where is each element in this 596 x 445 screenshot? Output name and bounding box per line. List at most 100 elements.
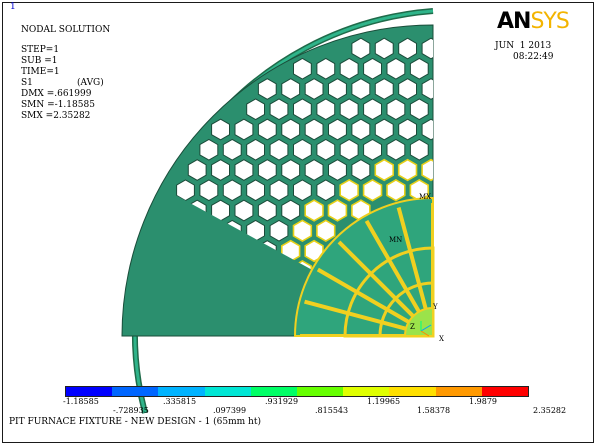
honeycomb-hole	[421, 37, 433, 60]
min-marker-label: MN	[389, 236, 402, 244]
honeycomb-hole	[339, 178, 359, 202]
honeycomb-hole	[199, 138, 219, 161]
legend-label-bottom-3: .815543	[315, 406, 349, 415]
honeycomb-hole	[211, 118, 230, 141]
honeycomb-hole	[222, 138, 242, 161]
honeycomb-hole	[304, 159, 324, 181]
honeycomb-hole	[351, 159, 371, 181]
logo-part-2: SYS	[530, 9, 569, 34]
honeycomb-hole	[409, 57, 429, 80]
time-label: TIME=1	[21, 67, 60, 77]
honeycomb-hole	[269, 179, 289, 202]
honeycomb-hole	[257, 159, 277, 181]
honeycomb-hole	[398, 37, 417, 60]
smx-label: SMX =2.35282	[21, 111, 91, 121]
date-label: JUN 1 2013	[495, 41, 552, 51]
time-of-day-label: 08:22:49	[513, 52, 554, 62]
honeycomb-hole	[269, 219, 289, 242]
honeycomb-hole	[316, 98, 336, 121]
fe-model-plot[interactable]: Y Z X MX MN	[3, 3, 593, 442]
honeycomb-hole	[176, 179, 195, 202]
honeycomb-hole	[304, 199, 324, 222]
honeycomb-hole	[257, 199, 277, 222]
honeycomb-hole	[328, 78, 347, 100]
axis-z-label: Z	[410, 323, 415, 331]
legend-cell-6	[297, 387, 344, 396]
honeycomb-hole	[351, 37, 371, 60]
honeycomb-hole	[374, 118, 394, 141]
legend-label-bottom-5: 2.35282	[533, 406, 567, 415]
legend-cell-3	[158, 387, 205, 396]
honeycomb-hole	[339, 138, 359, 161]
dmx-label: DMX =.661999	[21, 89, 92, 99]
honeycomb-hole	[304, 118, 324, 141]
honeycomb-hole	[234, 159, 254, 181]
honeycomb-hole	[281, 199, 301, 222]
honeycomb-hole	[328, 118, 347, 141]
legend-cell-4	[204, 387, 251, 396]
quantity-label: S1	[21, 78, 33, 88]
honeycomb-hole	[374, 37, 394, 60]
legend-label-top-1: -1.18585	[63, 397, 99, 406]
sub-label: SUB =1	[21, 56, 58, 66]
honeycomb-hole	[386, 98, 406, 121]
honeycomb-hole	[339, 57, 359, 80]
avg-label: (AVG)	[77, 78, 104, 88]
step-label: STEP=1	[21, 45, 60, 55]
honeycomb-hole	[374, 158, 395, 182]
honeycomb-hole	[304, 78, 324, 100]
honeycomb-hole	[281, 159, 301, 181]
honeycomb-hole	[398, 118, 417, 141]
legend-cell-9	[435, 387, 482, 396]
honeycomb-hole	[293, 57, 312, 80]
contour-legend-bar	[65, 386, 529, 397]
legend-label-bottom-1: -.728935	[113, 406, 149, 415]
honeycomb-hole	[328, 159, 347, 181]
honeycomb-hole	[397, 158, 418, 182]
inner-hub	[293, 196, 435, 338]
honeycomb-hole	[269, 98, 289, 121]
honeycomb-hole	[187, 159, 207, 181]
honeycomb-hole	[293, 179, 312, 202]
honeycomb-hole	[211, 159, 230, 181]
window-number: 1	[10, 2, 16, 12]
honeycomb-hole	[421, 158, 433, 182]
legend-cell-2	[112, 387, 159, 396]
honeycomb-hole	[409, 178, 430, 202]
legend-cell-10	[481, 387, 529, 396]
smn-label: SMN =-1.18585	[21, 100, 95, 110]
honeycomb-hole	[398, 78, 417, 100]
honeycomb-hole	[257, 118, 277, 141]
honeycomb-hole	[246, 98, 265, 121]
honeycomb-hole	[293, 98, 312, 121]
honeycomb-hole	[234, 199, 254, 222]
honeycomb-hole	[269, 138, 289, 161]
axis-triad	[420, 321, 432, 337]
honeycomb-hole	[362, 178, 383, 202]
honeycomb-hole	[409, 138, 429, 161]
honeycomb-hole	[316, 219, 336, 243]
honeycomb-hole	[281, 78, 301, 100]
legend-cell-8	[389, 387, 436, 396]
honeycomb-hole	[421, 118, 433, 141]
honeycomb-hole	[316, 57, 336, 80]
honeycomb-hole	[351, 78, 371, 100]
honeycomb-hole	[409, 98, 429, 121]
legend-label-bottom-2: .097399	[213, 406, 247, 415]
honeycomb-hole	[386, 138, 406, 161]
honeycomb-hole	[386, 178, 406, 202]
honeycomb-hole	[351, 118, 371, 141]
honeycomb-hole	[293, 138, 312, 161]
honeycomb-hole	[199, 179, 219, 202]
legend-label-top-2: .335815	[163, 397, 197, 406]
legend-label-top-5: 1.9879	[469, 397, 497, 406]
max-marker-label: MX	[419, 193, 431, 201]
honeycomb-hole	[421, 78, 433, 100]
solution-title: NODAL SOLUTION	[21, 25, 111, 35]
honeycomb-hole	[316, 138, 336, 161]
axis-y-label: Y	[432, 303, 438, 311]
honeycomb-hole	[222, 179, 242, 202]
honeycomb-hole	[246, 138, 265, 161]
legend-cell-5	[250, 387, 298, 396]
